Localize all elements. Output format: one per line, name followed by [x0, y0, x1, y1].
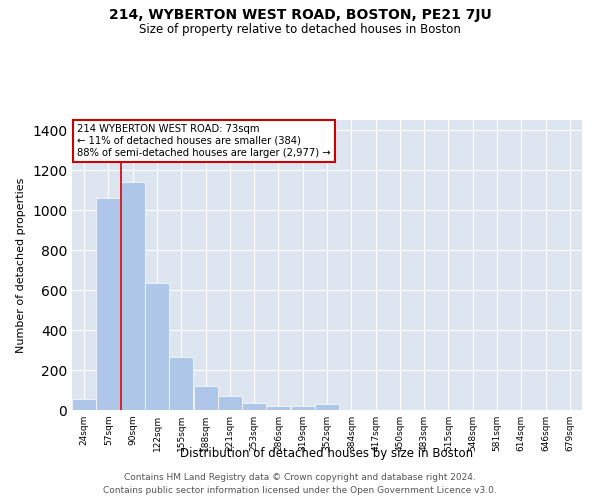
Text: Contains HM Land Registry data © Crown copyright and database right 2024.: Contains HM Land Registry data © Crown c… [124, 472, 476, 482]
Bar [218, 396, 242, 410]
Text: Distribution of detached houses by size in Boston: Distribution of detached houses by size … [181, 448, 473, 460]
Text: Size of property relative to detached houses in Boston: Size of property relative to detached ho… [139, 22, 461, 36]
Bar [194, 386, 218, 410]
Text: 214, WYBERTON WEST ROAD, BOSTON, PE21 7JU: 214, WYBERTON WEST ROAD, BOSTON, PE21 7J… [109, 8, 491, 22]
Bar [97, 198, 121, 410]
Bar [315, 404, 339, 410]
Y-axis label: Number of detached properties: Number of detached properties [16, 178, 26, 352]
Bar [169, 357, 193, 410]
Bar [145, 283, 169, 410]
Text: Contains public sector information licensed under the Open Government Licence v3: Contains public sector information licen… [103, 486, 497, 495]
Bar [121, 182, 145, 410]
Bar [72, 399, 96, 410]
Bar [291, 406, 314, 410]
Bar [242, 403, 266, 410]
Text: 214 WYBERTON WEST ROAD: 73sqm
← 11% of detached houses are smaller (384)
88% of : 214 WYBERTON WEST ROAD: 73sqm ← 11% of d… [77, 124, 331, 158]
Bar [266, 406, 290, 410]
